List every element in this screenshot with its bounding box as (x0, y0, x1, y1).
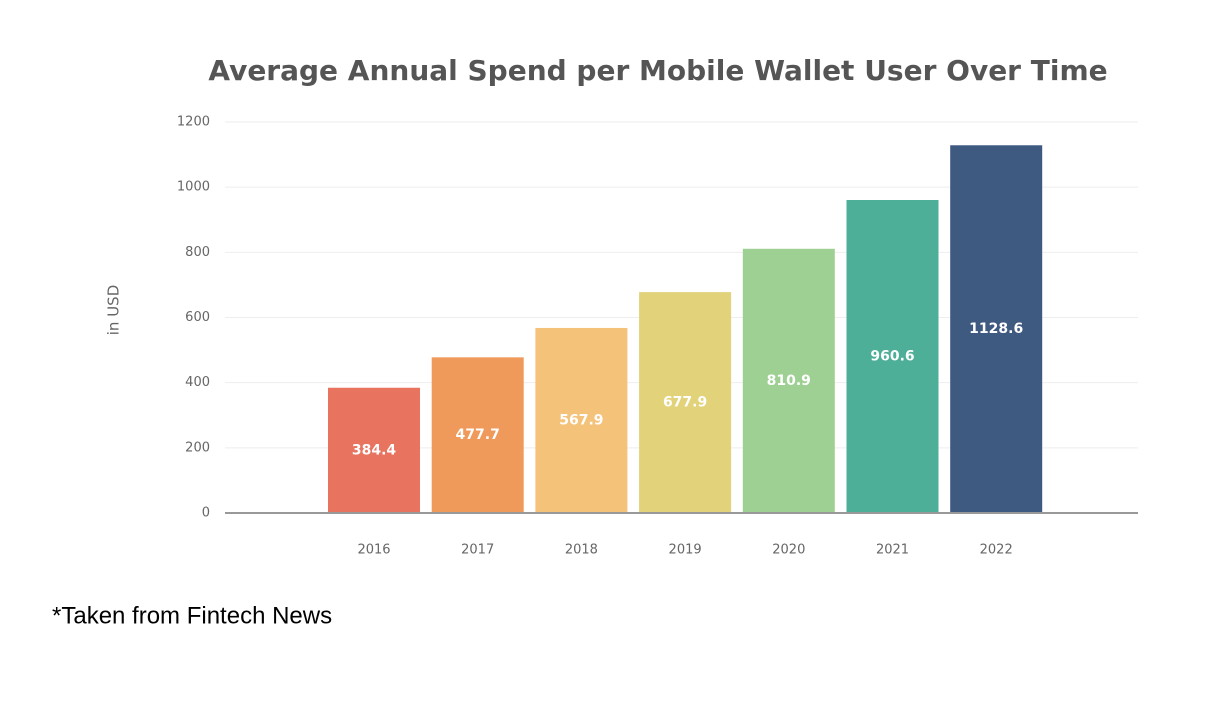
x-tick-label: 2017 (461, 543, 494, 558)
y-tick-label: 200 (185, 440, 210, 455)
bar (535, 327, 628, 513)
value-label: 810.9 (767, 373, 811, 389)
x-tick-label: 2016 (357, 543, 390, 558)
x-tick-label: 2021 (876, 543, 909, 558)
value-label: 960.6 (870, 349, 914, 365)
y-tick-label: 0 (202, 506, 210, 521)
y-tick-label: 1200 (177, 115, 210, 130)
x-tick-label: 2019 (669, 543, 702, 558)
value-label: 567.9 (559, 412, 603, 428)
bar (431, 357, 524, 513)
value-label: 677.9 (663, 395, 707, 411)
caption: *Taken from Fintech News (52, 602, 332, 629)
value-label: 477.7 (456, 427, 500, 443)
value-label: 384.4 (352, 442, 397, 458)
bar (742, 248, 835, 514)
bar (639, 292, 732, 513)
bar (846, 200, 939, 513)
bar (328, 387, 420, 513)
y-tick-label: 600 (185, 310, 210, 325)
y-tick-label: 1000 (177, 180, 210, 195)
x-tick-label: 2022 (980, 543, 1013, 558)
chart-title: Average Annual Spend per Mobile Wallet U… (208, 54, 1107, 87)
bar (950, 145, 1043, 513)
x-tick-label: 2020 (772, 543, 805, 558)
y-tick-label: 400 (185, 375, 210, 390)
x-tick-label: 2018 (565, 543, 598, 558)
value-label: 1128.6 (969, 321, 1023, 337)
y-axis-label: in USD (105, 285, 123, 336)
y-tick-label: 800 (185, 245, 210, 260)
